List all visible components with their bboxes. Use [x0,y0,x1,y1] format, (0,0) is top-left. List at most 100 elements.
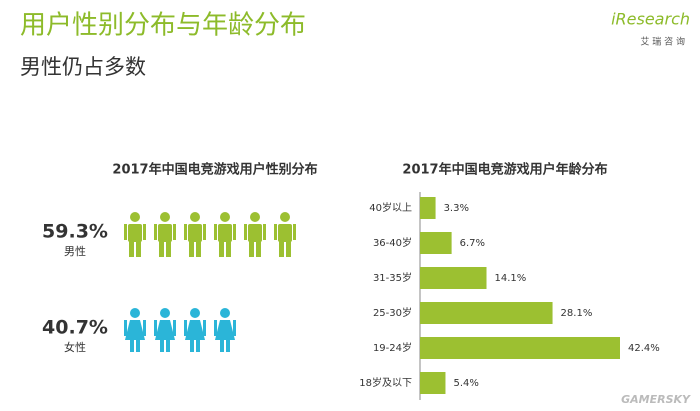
icon-leg [256,241,261,257]
icon-leg [220,340,224,352]
icon-head [130,308,140,318]
icon-arm [124,224,127,240]
bar [420,232,452,254]
icon-leg [196,340,200,352]
category-label: 19-24岁 [373,341,412,354]
icon-body [128,224,142,242]
icon-arm [203,224,206,240]
category-label: 36-40岁 [373,236,412,249]
category-label: 男性 [64,244,86,258]
logo-tagline: 艾 瑞 咨 询 [640,36,685,48]
category-label: 18岁及以下 [359,376,412,389]
icon-leg [219,241,224,257]
icon-arm [274,224,277,240]
icon-leg [196,241,201,257]
bar [420,267,487,289]
icon-arm [244,224,247,240]
category-label: 女性 [64,340,86,354]
icon-arm [184,224,187,240]
icon-leg [249,241,254,257]
value-label: 6.7% [460,238,485,249]
value-label: 42.4% [628,343,660,354]
icon-body [218,224,232,242]
icon-arm [214,224,217,240]
value-label: 28.1% [561,308,593,319]
icon-body [158,224,172,242]
icon-leg [166,340,170,352]
value-label: 40.7% [42,317,108,339]
bar [420,337,620,359]
icon-arm [214,320,217,336]
icon-arm [233,320,236,336]
icon-arm [184,320,187,336]
category-label: 25-30岁 [373,306,412,319]
icon-leg [279,241,284,257]
category-label: 31-35岁 [373,271,412,284]
person-icon [274,212,296,257]
bar [420,302,553,324]
icon-arm [154,224,157,240]
chart-title: 2017年中国电竞游戏用户年龄分布 [402,162,607,178]
icon-arm [124,320,127,336]
person-icon [184,212,206,257]
value-label: 5.4% [453,378,478,389]
icon-leg [136,340,140,352]
person-icon [154,212,176,257]
icon-leg [226,340,230,352]
bar [420,372,446,394]
person-icon [184,308,206,352]
icon-arm [233,224,236,240]
icon-body [155,320,175,340]
icon-leg [189,241,194,257]
icon-leg [190,340,194,352]
icon-head [190,212,200,222]
watermark: GAMERSKY [621,393,691,406]
icon-head [220,308,230,318]
icon-leg [226,241,231,257]
bar [420,197,436,219]
icon-arm [263,224,266,240]
icon-body [248,224,262,242]
icon-leg [160,340,164,352]
icon-leg [130,340,134,352]
category-label: 40岁以上 [369,201,412,214]
icon-arm [173,320,176,336]
chart-title: 2017年中国电竞游戏用户性别分布 [112,162,317,178]
icon-head [190,308,200,318]
icon-body [278,224,292,242]
icon-head [130,212,140,222]
icon-body [185,320,205,340]
icon-arm [173,224,176,240]
icon-head [250,212,260,222]
icon-arm [143,320,146,336]
icon-body [188,224,202,242]
icon-body [215,320,235,340]
icon-head [160,308,170,318]
icon-leg [136,241,141,257]
value-label: 3.3% [444,203,469,214]
icon-leg [166,241,171,257]
person-icon [154,308,176,352]
icon-arm [293,224,296,240]
icon-head [280,212,290,222]
icon-leg [159,241,164,257]
icon-arm [143,224,146,240]
icon-head [160,212,170,222]
icon-arm [154,320,157,336]
icon-leg [129,241,134,257]
logo: iResearch [611,10,690,29]
icon-arm [203,320,206,336]
person-icon [124,212,146,257]
slide-title: 用户性别分布与年龄分布 [20,11,306,41]
value-label: 14.1% [495,273,527,284]
icon-head [220,212,230,222]
icon-body [125,320,145,340]
person-icon [214,308,236,352]
value-label: 59.3% [42,221,108,243]
slide-subtitle: 男性仍占多数 [20,55,146,79]
icon-leg [286,241,291,257]
person-icon [244,212,266,257]
person-icon [214,212,236,257]
person-icon [124,308,146,352]
